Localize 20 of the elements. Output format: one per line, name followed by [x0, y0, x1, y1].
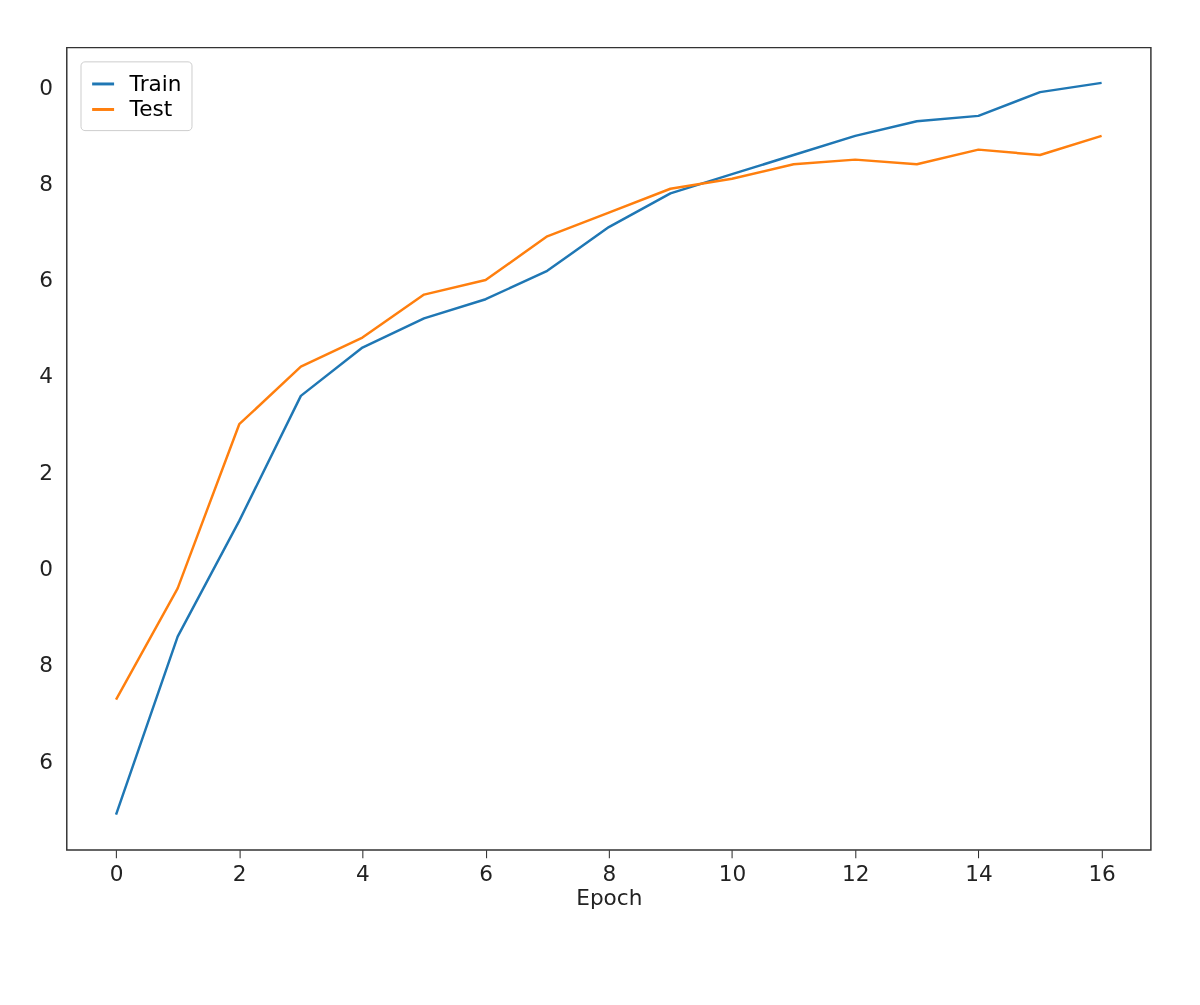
- legend-label: Test: [128, 96, 173, 122]
- legend-label: Train: [128, 70, 182, 96]
- text: 6: [39, 748, 54, 774]
- x-tick-label: 12: [841, 860, 870, 886]
- text: 8: [39, 652, 54, 678]
- x-tick-label: 10: [718, 860, 747, 886]
- x-axis-title: Epoch: [576, 885, 643, 911]
- x-tick-label: 0: [109, 860, 124, 886]
- x-tick-label: 14: [965, 860, 993, 886]
- x-tick-label: 8: [602, 860, 617, 886]
- text: 6: [39, 267, 54, 293]
- text: 8: [39, 170, 54, 196]
- text: 0: [39, 555, 54, 581]
- text: 4: [39, 363, 54, 389]
- text: 2: [39, 459, 54, 485]
- text: 0: [39, 74, 54, 100]
- x-tick-label: 6: [479, 860, 494, 886]
- x-tick-label: 4: [356, 860, 370, 886]
- x-tick-label: 2: [232, 860, 247, 886]
- x-tick-label: 16: [1088, 860, 1116, 886]
